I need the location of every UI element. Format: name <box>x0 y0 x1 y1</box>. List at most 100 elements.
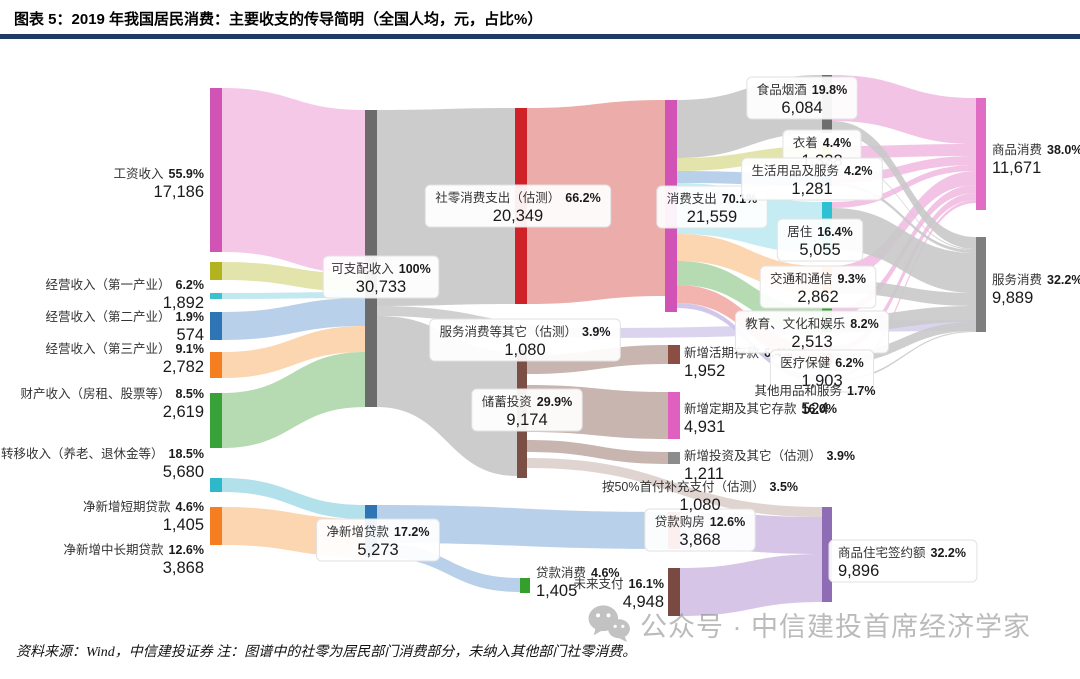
flow-cloth-services <box>832 158 976 250</box>
flow-cloth-goods <box>832 144 976 158</box>
node-future <box>668 568 680 616</box>
svg-text:经营收入（第二产业）1.9%: 经营收入（第二产业） 1.9% <box>45 310 204 324</box>
flow-wage-disp <box>222 88 365 274</box>
label-shortloan: 净新增短期贷款 4.6% 1,405 <box>83 499 204 534</box>
node-deposit_demand <box>668 345 680 364</box>
node-biz2 <box>210 293 222 299</box>
svg-text:1,892: 1,892 <box>163 294 204 312</box>
flow-biz3-disp <box>222 298 365 340</box>
svg-text:1,211: 1,211 <box>684 465 724 483</box>
node-biz3 <box>210 312 222 340</box>
node-services <box>976 237 986 332</box>
node-biz1 <box>210 262 222 280</box>
svg-text:3,868: 3,868 <box>679 531 720 549</box>
svg-text:按50%首付补充支付（估测）3.5%: 按50%首付补充支付（估测） 3.5% <box>602 479 798 494</box>
flow-food-services <box>832 121 976 249</box>
label-prop: 财产收入（房租、股票等） 8.5% 2,619 <box>20 386 204 421</box>
node-wage <box>210 88 222 252</box>
label-transfer: 转移收入（养老、退休金等） 18.5% 5,680 <box>1 446 204 481</box>
svg-text:30,733: 30,733 <box>356 278 406 296</box>
svg-text:574: 574 <box>176 326 204 344</box>
label-biz2: 经营收入（第二产业） 1.9% 574 <box>45 310 204 344</box>
label-newloan: 净新增贷款 17.2% 5,273 <box>316 518 440 562</box>
label-retail: 社零消费支出（估测） 66.2% 20,349 <box>424 184 612 228</box>
flow-household-services <box>832 183 976 253</box>
label-biz1: 经营收入（第一产业） 6.2% 1,892 <box>45 278 204 312</box>
svg-text:21,559: 21,559 <box>687 208 737 226</box>
svg-text:1,903: 1,903 <box>801 372 842 390</box>
svg-text:6,084: 6,084 <box>781 99 822 117</box>
svg-text:服务消费等其它（估测）3.9%: 服务消费等其它（估测） 3.9% <box>439 324 610 339</box>
svg-text:经营收入（第一产业）6.2%: 经营收入（第一产业） 6.2% <box>45 278 204 292</box>
node-prop <box>210 352 222 378</box>
label-food: 食品烟酒 19.8% 6,084 <box>746 76 858 120</box>
flow-others-services <box>832 331 976 381</box>
svg-text:3,868: 3,868 <box>163 559 204 577</box>
svg-text:1,405: 1,405 <box>536 582 577 600</box>
label-biz3: 经营收入（第三产业） 9.1% 2,782 <box>45 342 204 376</box>
svg-text:5,273: 5,273 <box>357 541 398 559</box>
flow-newloan-loanhome <box>377 505 668 549</box>
node-midloan <box>210 507 222 545</box>
label-expense: 消费支出 70.1%21,559 <box>656 185 768 229</box>
svg-text:524: 524 <box>801 400 829 418</box>
label-savings: 储蓄投资 29.9% 9,174 <box>471 388 583 432</box>
svg-text:20,349: 20,349 <box>493 207 543 225</box>
title-rule <box>0 34 1080 39</box>
flow-shortloan-newloan <box>222 478 365 519</box>
svg-text:4,948: 4,948 <box>623 593 664 611</box>
svg-text:4,931: 4,931 <box>684 418 725 436</box>
label-medical: 医疗保健 6.2% 1,903 <box>769 349 875 393</box>
node-deposit_time <box>668 392 680 439</box>
node-invest_other <box>668 452 680 464</box>
svg-text:17,186: 17,186 <box>154 183 204 201</box>
flow-transport-goods <box>832 171 976 280</box>
svg-text:1,281: 1,281 <box>791 180 832 198</box>
node-transfer <box>210 393 222 448</box>
svg-text:9,896: 9,896 <box>838 562 879 580</box>
flow-food-goods <box>832 75 976 144</box>
label-services: 服务消费 32.2% 9,889 <box>992 272 1080 307</box>
label-housecontract: 商品住宅签约额 32.2% 9,896 <box>828 539 978 583</box>
label-deposit_time: 新增定期及其它存款 16.0% 4,931 <box>684 401 837 436</box>
label-wage: 工资收入 55.9% 17,186 <box>114 167 204 201</box>
svg-text:转移收入（养老、退休金等）18.5%: 转移收入（养老、退休金等） 18.5% <box>1 446 204 461</box>
label-loanhome: 贷款购房 12.6% 3,868 <box>644 508 756 552</box>
node-shortloan <box>210 478 222 492</box>
flow-transfer-disp <box>222 352 365 448</box>
flow-future-housecontract <box>680 554 822 616</box>
svg-text:9,174: 9,174 <box>506 411 547 429</box>
node-housecontract <box>822 507 832 602</box>
label-housing: 居住 16.4% 5,055 <box>776 218 864 262</box>
node-goods <box>976 98 986 210</box>
svg-text:新增投资及其它（估测）3.9%: 新增投资及其它（估测） 3.9% <box>684 448 855 463</box>
svg-text:5,680: 5,680 <box>163 463 204 481</box>
label-goods: 商品消费 38.0% 11,671 <box>992 142 1080 177</box>
svg-text:经营收入（第三产业）9.1%: 经营收入（第三产业） 9.1% <box>45 342 204 356</box>
svg-text:2,782: 2,782 <box>163 358 204 376</box>
svg-text:2,862: 2,862 <box>797 288 838 306</box>
svg-text:11,671: 11,671 <box>992 159 1041 177</box>
flow-savings-invest_other <box>527 440 668 464</box>
svg-text:1,080: 1,080 <box>504 341 545 359</box>
label-edu: 教育、文化和娱乐 8.2% 2,513 <box>734 310 890 354</box>
label-downpay: 按50%首付补充支付（估测） 3.5% 1,080 <box>602 479 798 514</box>
svg-text:1,080: 1,080 <box>679 496 720 514</box>
svg-text:财产收入（房租、股票等）8.5%: 财产收入（房租、股票等） 8.5% <box>20 386 204 401</box>
